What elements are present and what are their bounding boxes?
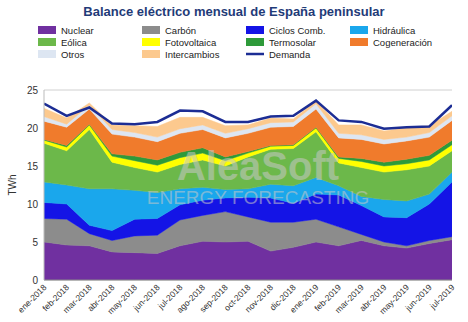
plot-lines — [44, 101, 452, 129]
legend-swatch — [142, 38, 160, 46]
x-axis-line — [44, 280, 452, 281]
y-tick-label: 20 — [27, 123, 39, 134]
x-tick-label: jun-2018 — [131, 282, 162, 313]
y-tick-label: 25 — [27, 85, 39, 96]
legend-label: Intercambios — [165, 49, 220, 60]
x-tick-label: jul-2019 — [427, 282, 456, 311]
legend-label: Nuclear — [61, 25, 94, 36]
x-axis: ene-2018feb-2018mar-2018abr-2018may-2018… — [16, 282, 457, 316]
x-tick-label: nov-2018 — [243, 282, 275, 314]
legend-label: Demanda — [269, 49, 311, 60]
line — [44, 101, 452, 129]
watermark: AleaSoftENERGY FORECASTING — [147, 144, 369, 208]
legend-swatch — [246, 26, 264, 34]
legend-swatch — [38, 26, 56, 34]
plot-area — [44, 101, 452, 280]
watermark-text: ENERGY FORECASTING — [147, 187, 369, 208]
x-tick-label: jun-2019 — [403, 282, 434, 313]
legend-swatch — [350, 38, 368, 46]
grid-line — [44, 280, 452, 281]
y-tick-label: 15 — [27, 161, 39, 172]
legend-label: Cogeneración — [373, 37, 432, 48]
legend-label: Eólica — [61, 37, 88, 48]
legend-swatch — [38, 38, 56, 46]
legend-line — [246, 53, 264, 56]
legend-label: Hidráulica — [373, 25, 416, 36]
title: Balance eléctrico mensual de España peni… — [83, 4, 384, 19]
legend-label: Carbón — [165, 25, 196, 36]
x-tick-label: may-2018 — [105, 282, 139, 316]
y-tick-label: 10 — [27, 199, 39, 210]
watermark-text: AleaSoft — [177, 144, 339, 188]
legend-swatch — [246, 38, 264, 46]
area — [44, 101, 452, 140]
legend-swatch — [350, 26, 368, 34]
legend-label: Fotovoltaica — [165, 37, 217, 48]
chart: Balance eléctrico mensual de España peni… — [0, 0, 468, 322]
y-axis-label: TWh — [7, 174, 18, 195]
legend-swatch — [142, 26, 160, 34]
legend-label: Termosolar — [269, 37, 316, 48]
grid-line — [44, 90, 452, 91]
legend-swatch — [142, 50, 160, 58]
y-tick-label: 5 — [32, 237, 38, 248]
legend-label: Otros — [61, 49, 84, 60]
y-axis: 0 5 10 15 20 25 TWh — [7, 85, 452, 286]
y-tick-label: 0 — [32, 275, 38, 286]
x-tick-label: may-2019 — [377, 282, 411, 316]
legend-label: Ciclos Comb. — [269, 25, 326, 36]
y-axis-line — [44, 90, 45, 280]
legend: Nuclear Carbón Ciclos Comb. Hidráulica Eólic… — [38, 25, 432, 60]
legend-swatch — [38, 50, 56, 58]
